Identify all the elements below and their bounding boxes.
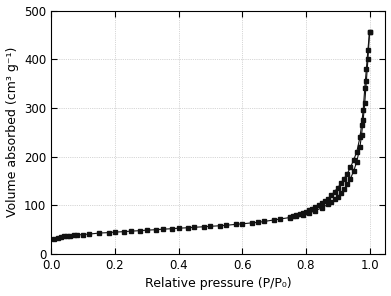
Y-axis label: Volume absorbed (cm³ g⁻¹): Volume absorbed (cm³ g⁻¹): [5, 47, 18, 218]
X-axis label: Relative pressure (P/P₀): Relative pressure (P/P₀): [145, 277, 292, 290]
